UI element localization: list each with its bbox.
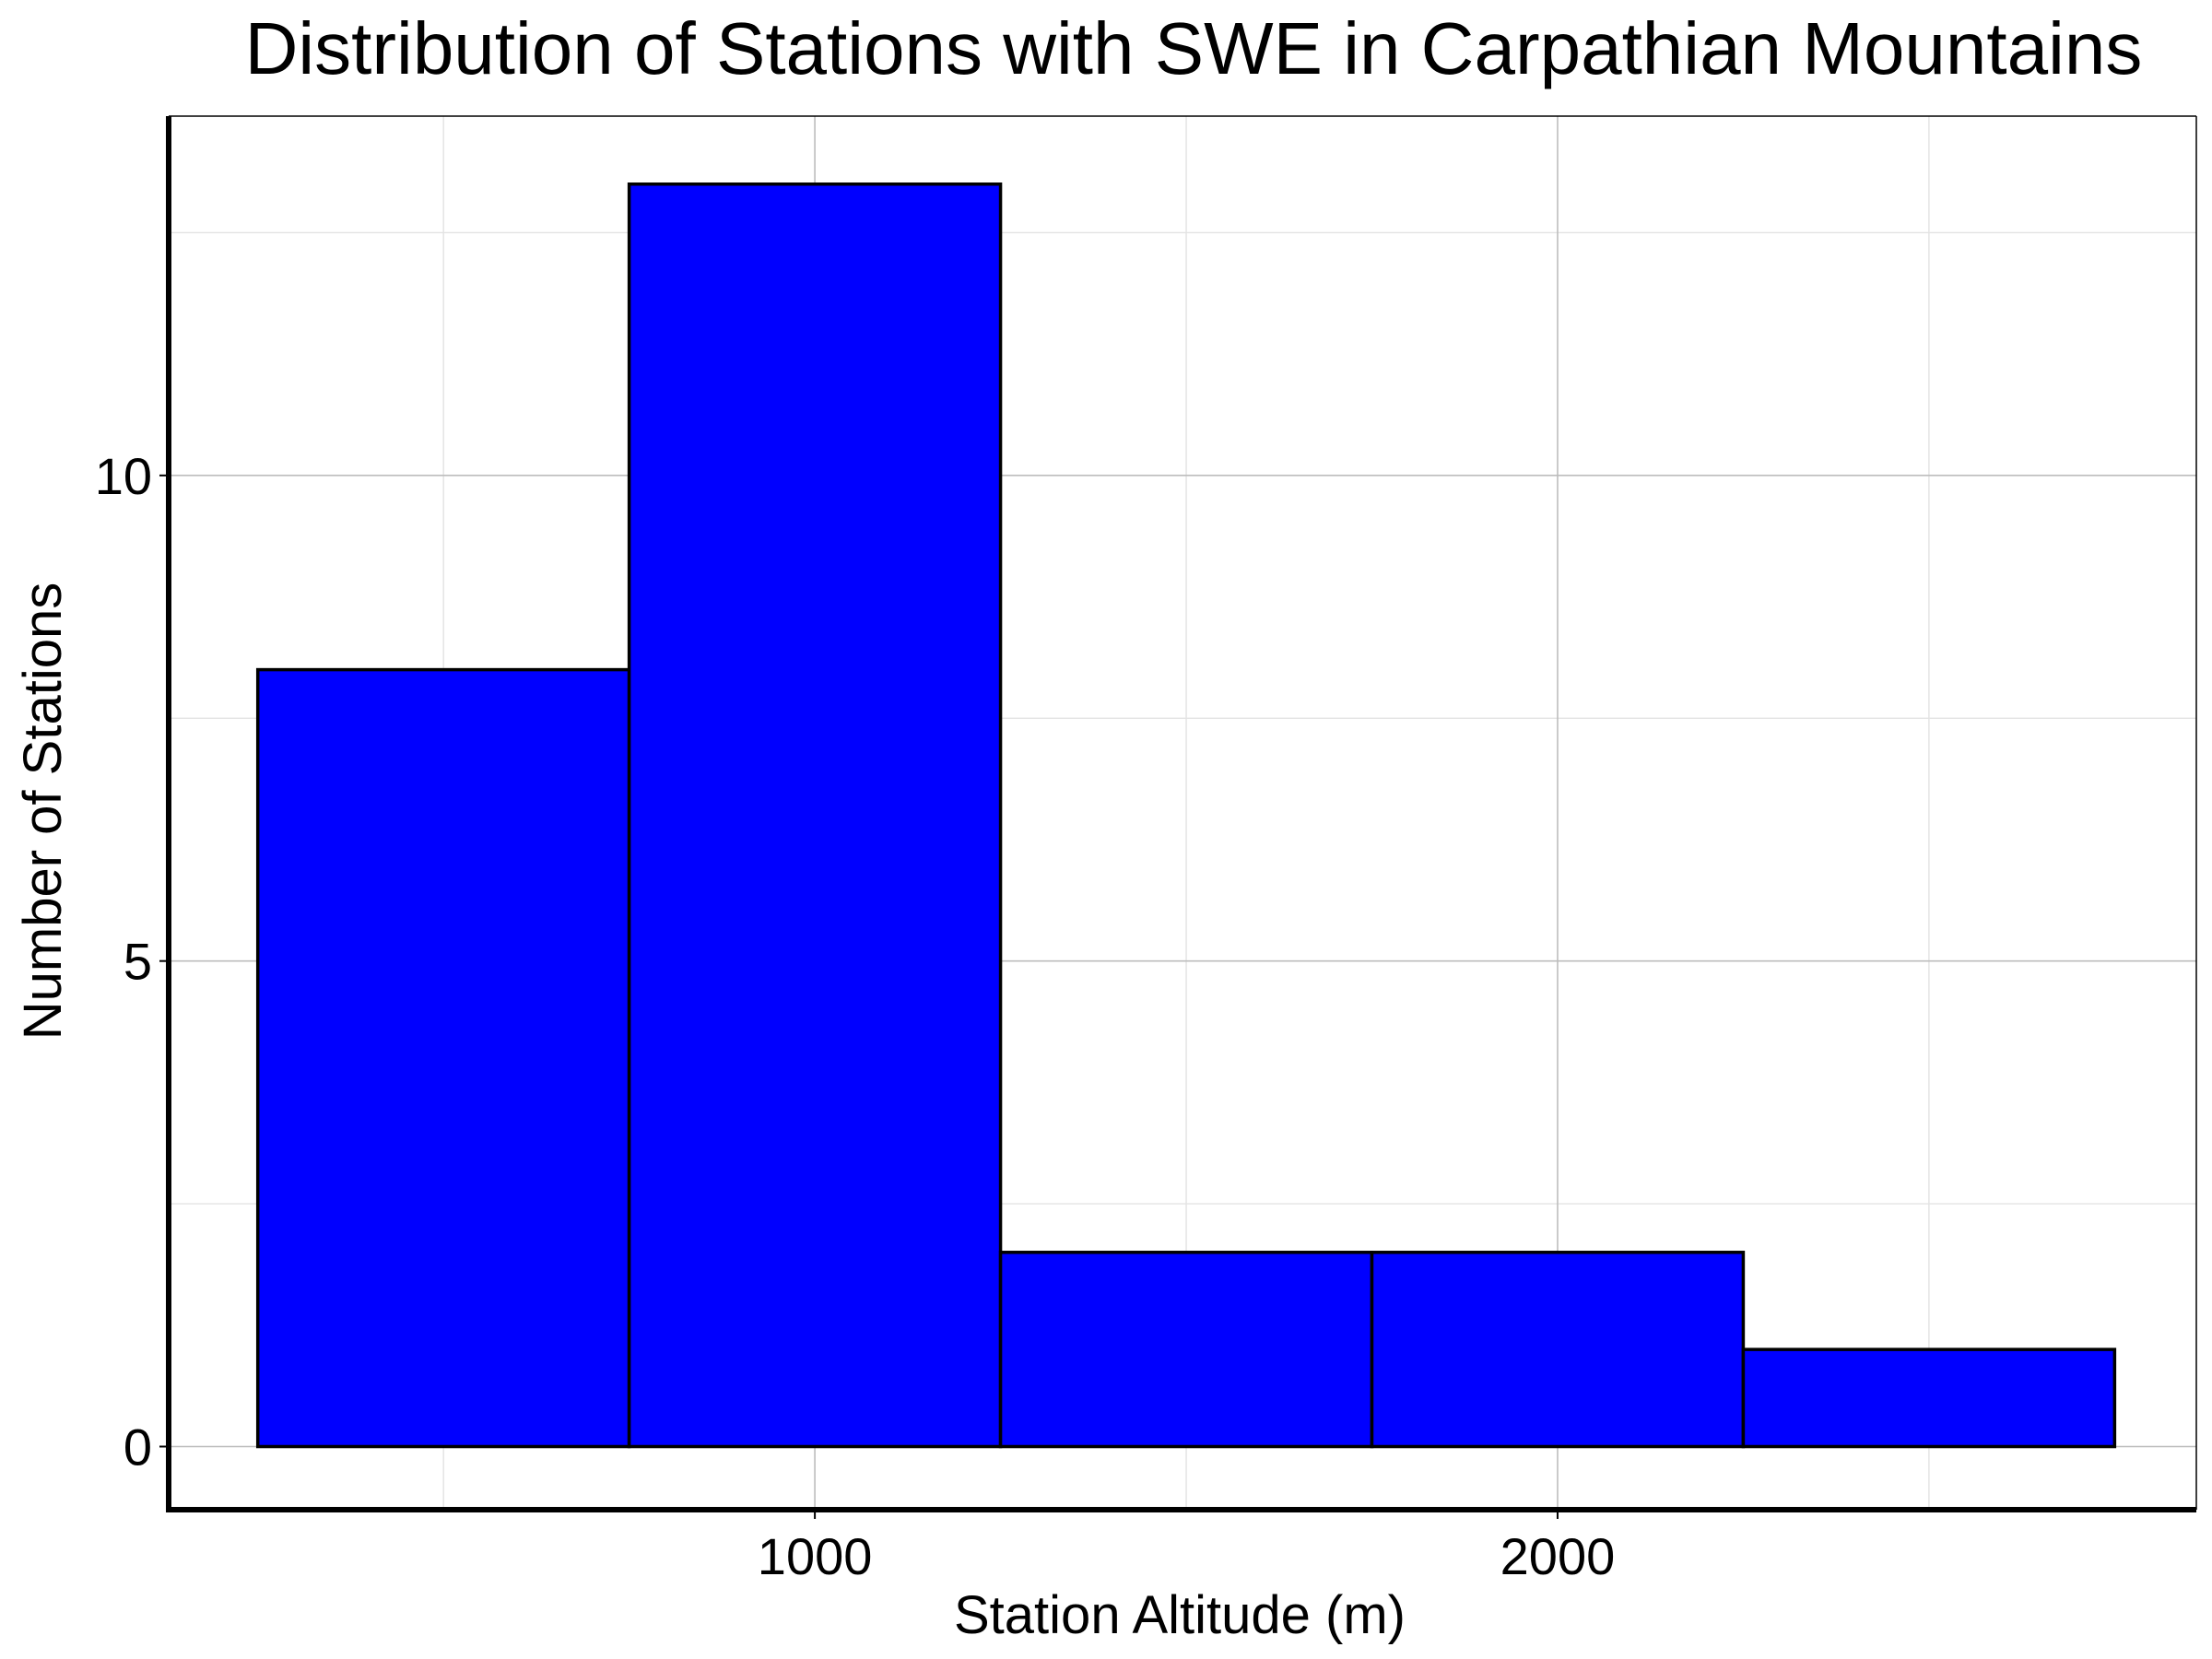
y-tick-label: 5 — [124, 933, 152, 991]
histogram-bars — [255, 182, 2117, 1449]
x-tick-label: 1000 — [758, 1527, 873, 1585]
histogram-bar-2 — [627, 182, 1003, 1449]
x-axis-label: Station Altitude (m) — [954, 1585, 1406, 1645]
y-tick-label: 0 — [124, 1418, 152, 1477]
chart-title: Distribution of Stations with SWE in Car… — [245, 7, 2143, 89]
x-tick-label: 2000 — [1500, 1527, 1616, 1585]
plot-area: 0 5 10 1000 2000 — [95, 115, 2197, 1585]
histogram-bar-3 — [998, 1251, 1374, 1449]
histogram-bar-1 — [255, 667, 631, 1449]
y-tick-label: 10 — [95, 447, 152, 505]
y-axis-label: Number of Stations — [13, 582, 73, 1040]
axis-ticks: 0 5 10 1000 2000 — [95, 447, 1616, 1585]
histogram-bar-5 — [1741, 1347, 2117, 1449]
histogram-bar-4 — [1370, 1251, 1746, 1449]
plot-frame — [166, 115, 2197, 1512]
